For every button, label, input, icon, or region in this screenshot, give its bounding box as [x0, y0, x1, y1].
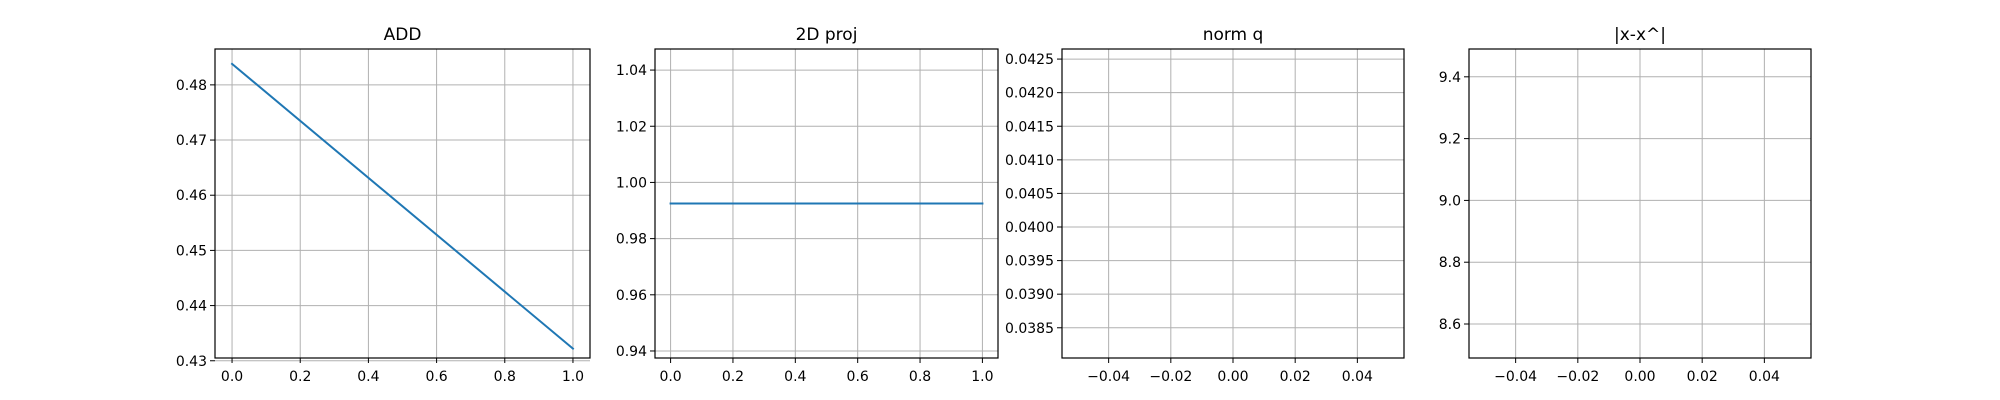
x-tick-label: 1.0 [971, 369, 993, 385]
x-tick-label: 0.04 [1749, 369, 1780, 385]
chart-title: 2D proj [796, 25, 858, 45]
x-tick-label: 0.0 [659, 369, 681, 385]
y-tick-label: 8.8 [1439, 255, 1461, 271]
y-tick-label: 0.0390 [1005, 287, 1054, 303]
y-tick-label: 0.0425 [1005, 52, 1054, 68]
y-tick-label: 0.47 [176, 133, 207, 149]
x-tick-label: 0.04 [1342, 369, 1373, 385]
x-tick-label: −0.02 [1556, 369, 1599, 385]
y-tick-label: 0.94 [616, 344, 647, 360]
x-tick-label: 0.2 [289, 369, 311, 385]
y-tick-label: 0.98 [616, 232, 647, 248]
chart-title: norm q [1203, 25, 1264, 45]
panel-x-error: −0.04 −0.02 0.00 0.02 0.04 8.6 8.8 9.0 9.2 9.4 |x-… [1439, 25, 1812, 385]
y-tick-label: 0.48 [176, 78, 207, 94]
x-tick-label: 0.00 [1217, 369, 1248, 385]
x-tick-label: −0.04 [1087, 369, 1130, 385]
y-tick-label: 0.0410 [1005, 153, 1054, 169]
x-tick-label: 0.2 [722, 369, 744, 385]
y-tick-label: 0.0420 [1005, 86, 1054, 102]
x-tick-label: 0.4 [357, 369, 379, 385]
y-tick-label: 8.6 [1439, 317, 1461, 333]
y-tick-label: 0.0400 [1005, 220, 1054, 236]
y-tick-label: 0.44 [176, 299, 207, 315]
x-tick-label: 0.8 [909, 369, 931, 385]
x-tick-label: 0.8 [494, 369, 516, 385]
series-line [230, 62, 575, 351]
y-tick-label: 0.0405 [1005, 186, 1054, 202]
y-tick-label: 0.46 [176, 188, 207, 204]
x-tick-label: 0.6 [847, 369, 869, 385]
panel-2d-proj: 0.0 0.2 0.4 0.6 0.8 1.0 0.94 0.96 0.98 1.00 1.02 1.… [616, 25, 999, 385]
y-tick-label: 9.4 [1439, 70, 1461, 86]
y-tick-label: 0.45 [176, 243, 207, 259]
x-tick-label: 0.00 [1624, 369, 1655, 385]
axes-frame [654, 48, 999, 359]
x-tick-label: 0.02 [1687, 369, 1718, 385]
x-tick-label: 1.0 [562, 369, 584, 385]
chart-title: ADD [384, 25, 422, 45]
chart-title: |x-x^| [1614, 25, 1666, 45]
x-tick-label: 0.6 [425, 369, 447, 385]
axes-frame [214, 48, 591, 359]
x-tick-label: 0.02 [1280, 369, 1311, 385]
y-tick-label: 0.43 [176, 354, 207, 370]
y-tick-label: 0.96 [616, 288, 647, 304]
x-tick-label: 0.4 [784, 369, 806, 385]
y-tick-label: 1.02 [616, 119, 647, 135]
y-tick-label: 1.00 [616, 175, 647, 191]
x-tick-label: 0.0 [221, 369, 243, 385]
y-tick-label: 9.0 [1439, 193, 1461, 209]
panel-norm-q: −0.04 −0.02 0.00 0.02 0.04 0.0385 0.0390 0.0395… [1005, 25, 1405, 385]
y-tick-label: 0.0385 [1005, 321, 1054, 337]
y-tick-label: 0.0395 [1005, 254, 1054, 270]
y-tick-label: 9.2 [1439, 132, 1461, 148]
x-tick-label: −0.02 [1149, 369, 1192, 385]
y-tick-label: 0.0415 [1005, 119, 1054, 135]
y-tick-label: 1.04 [616, 63, 647, 79]
panel-add: 0.0 0.2 0.4 0.6 0.8 1.0 0.43 0.44 0.45 0.46 0.47 0.… [176, 25, 591, 385]
x-tick-label: −0.04 [1494, 369, 1537, 385]
